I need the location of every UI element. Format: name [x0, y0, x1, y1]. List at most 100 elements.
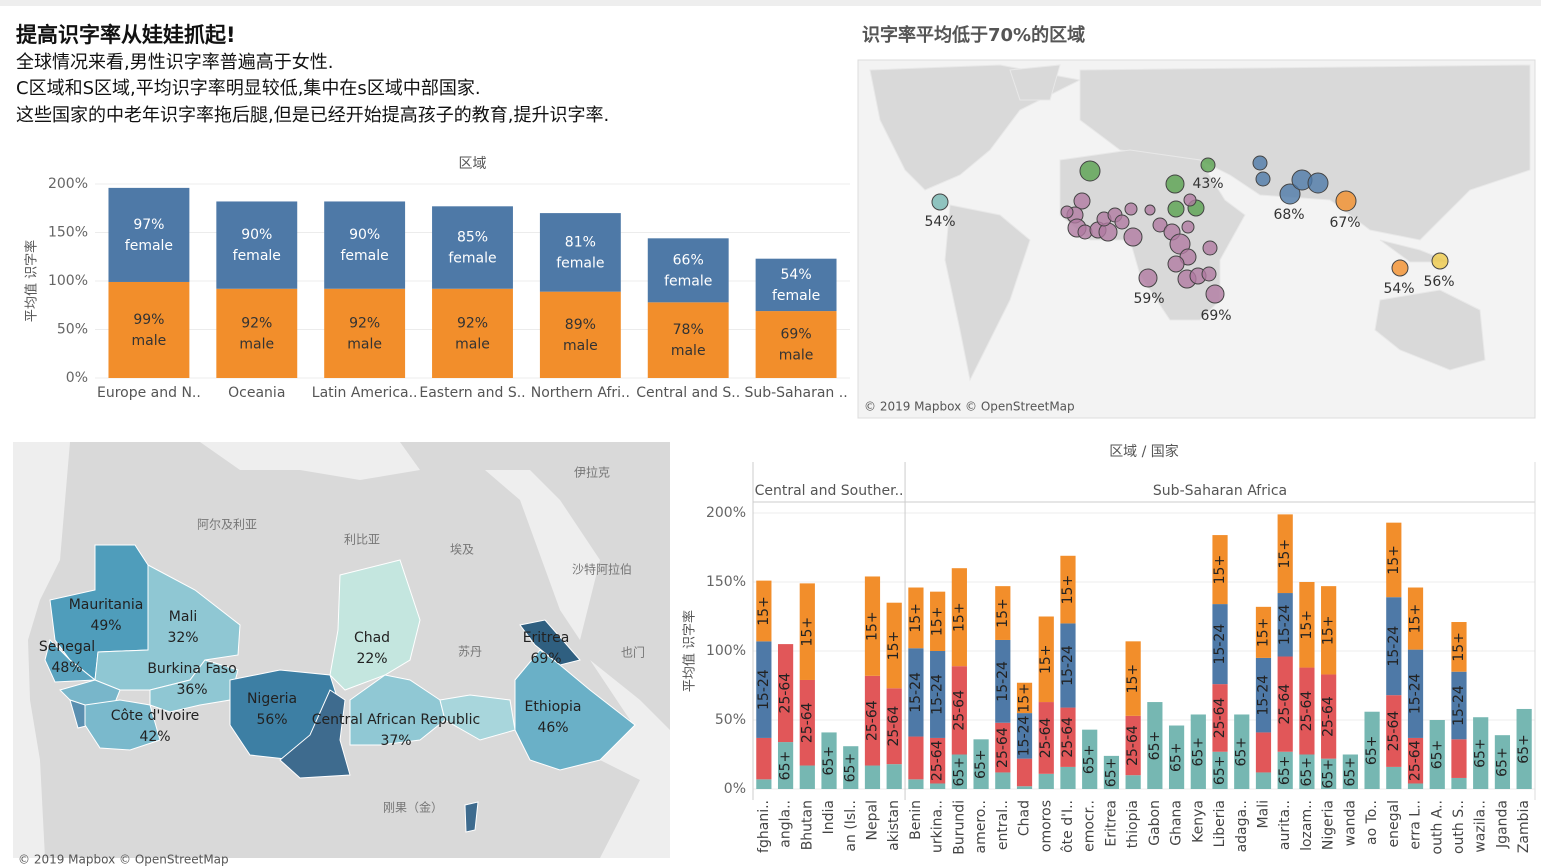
bar-segment: [930, 651, 946, 738]
segment-name: 65+: [1147, 731, 1163, 761]
segment-name: 65+: [1494, 747, 1510, 777]
segment-name: 25-64: [1321, 696, 1337, 737]
place-label: 苏丹: [458, 645, 482, 659]
country-shape: [519, 619, 581, 666]
country-value: 42%: [139, 729, 170, 745]
country-bubble: [1144, 204, 1156, 216]
bar-segment: [1255, 772, 1272, 789]
country-bubble: [1183, 193, 1197, 207]
place-label: 沙特阿拉伯: [572, 562, 632, 577]
map-credit: © 2019 Mapbox © OpenStreetMap: [864, 400, 1075, 414]
bubble-label: 69%: [1200, 308, 1231, 324]
country-bubble: [1123, 227, 1143, 247]
country-value: 46%: [537, 720, 568, 736]
country-shape: [44, 639, 97, 683]
y-tick-label: 50%: [57, 322, 88, 338]
segment-name: 25-64: [1125, 725, 1141, 766]
chart-header: 区域 / 国家: [1109, 443, 1179, 460]
segment-name: 65+: [1103, 758, 1119, 788]
x-tick-label: outh S..: [1451, 800, 1467, 854]
bar-segment: [216, 288, 298, 378]
chart-header: 区域: [459, 156, 487, 172]
bar-segment: [1342, 754, 1358, 789]
land: [1009, 64, 1061, 101]
segment-name: female: [448, 251, 496, 267]
map-title: 识字率平均低于70%的区域: [862, 24, 1085, 46]
bar-segment: [908, 779, 924, 789]
bar-segment: [908, 648, 924, 737]
segment-name: female: [341, 248, 389, 264]
segment-name: 15+: [1386, 545, 1402, 575]
segment-name: 65+: [1169, 742, 1185, 772]
x-tick-label: Gabon: [1147, 800, 1163, 846]
country-bubble: [931, 193, 949, 211]
country-name: Senegal: [39, 639, 95, 655]
country-bubble: [1167, 255, 1185, 273]
segment-name: 15-24: [1017, 715, 1033, 756]
bar-segment: [1125, 715, 1141, 776]
bar-segment: [799, 583, 815, 680]
country-value: 69%: [530, 651, 561, 667]
country-shape: [464, 801, 479, 833]
segment-name: 65+: [1234, 737, 1250, 767]
y-tick-label: 200%: [706, 505, 746, 521]
segment-name: 65+: [1299, 757, 1315, 787]
bar-segment: [1060, 707, 1076, 767]
segment-name: 65+: [1364, 736, 1380, 766]
bar-segment: [1038, 616, 1054, 703]
country-bubble: [1200, 157, 1216, 173]
country-bubble: [1169, 233, 1191, 255]
bar-segment: [1386, 695, 1402, 767]
segment-name: 15+: [886, 631, 902, 661]
bar-segment: [756, 737, 772, 780]
bar-segment: [995, 639, 1011, 723]
country-value: 32%: [167, 630, 198, 646]
segment-name: 25-64: [864, 700, 880, 741]
x-tick-label: India: [821, 800, 837, 834]
y-tick-label: 150%: [706, 574, 746, 590]
country-bubble: [1391, 259, 1409, 277]
bar-segment: [1212, 751, 1228, 789]
segment-name: 15-24: [1060, 645, 1076, 686]
x-tick-label: Nepal: [864, 800, 880, 840]
x-tick-label: wanda: [1342, 800, 1358, 846]
segment-name: 15-24: [1386, 626, 1402, 667]
bar-segment: [1168, 725, 1185, 789]
country-bubble: [1124, 202, 1138, 216]
bar-segment: [1255, 606, 1272, 658]
sea: [485, 470, 600, 640]
segment-name: 65+: [973, 749, 989, 779]
bar-segment: [843, 746, 859, 789]
place-label: 也门: [621, 645, 645, 660]
country-bubble: [1205, 284, 1225, 304]
bar-segment: [1016, 786, 1033, 789]
bar-segment: [539, 291, 621, 378]
group-label: Sub-Saharan Africa: [1153, 483, 1287, 499]
intro-line: 这些国家的中老年识字率拖后腿,但是已经开始提高孩子的教育,提升识字率.: [16, 105, 609, 126]
place-label: 伊拉克: [574, 465, 610, 480]
x-tick-label: enegal: [1386, 800, 1402, 847]
y-tick-label: 100%: [706, 643, 746, 659]
value-label: 69%: [781, 327, 812, 343]
segment-name: 15+: [1255, 618, 1271, 648]
country-bubble: [1255, 171, 1271, 187]
country-value: 48%: [51, 660, 82, 676]
x-tick-label: akistan: [886, 800, 902, 851]
bar-segment: [864, 675, 881, 766]
bar-segment: [1016, 713, 1033, 759]
segment-name: 15-24: [930, 674, 946, 715]
bar-segment: [1016, 758, 1033, 787]
bar-segment: [951, 666, 967, 755]
segment-name: 65+: [1082, 745, 1098, 775]
segment-name: 25-64: [1299, 691, 1315, 732]
bar-segment: [1407, 783, 1424, 789]
country-bubble: [1167, 200, 1185, 218]
place-label: 阿尔及利亚: [197, 517, 257, 532]
country-bubble: [1201, 266, 1217, 282]
x-tick-label: an (Isl..: [843, 800, 859, 852]
bar-segment: [1277, 593, 1293, 657]
bar-segment: [1386, 766, 1402, 789]
segment-name: 15-24: [756, 669, 772, 710]
